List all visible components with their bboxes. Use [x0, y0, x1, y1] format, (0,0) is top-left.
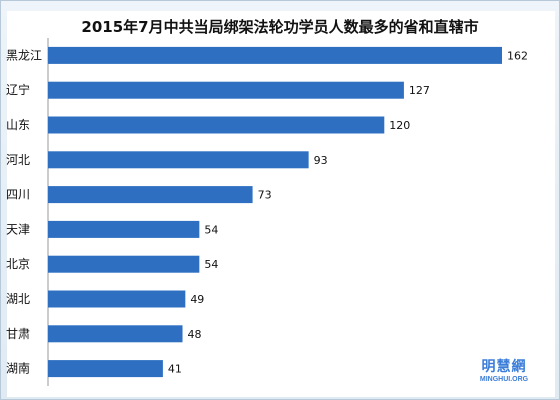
- category-label: 湖北: [6, 291, 30, 306]
- chart-title: 2015年7月中共当局绑架法轮功学员人数最多的省和直辖市: [81, 18, 479, 36]
- value-label: 162: [507, 49, 528, 62]
- category-label: 河北: [6, 153, 30, 167]
- category-label: 山东: [6, 118, 30, 132]
- logo-text-cn: 明慧網: [481, 359, 527, 375]
- value-label: 73: [258, 189, 272, 202]
- category-label: 天津: [6, 222, 30, 236]
- value-label: 93: [314, 154, 328, 167]
- category-label: 四川: [6, 188, 30, 202]
- bar-4: [48, 186, 253, 204]
- bar-8: [48, 325, 183, 343]
- bar-5: [48, 220, 200, 238]
- logo-text-en: MINGHUI.ORG: [479, 376, 529, 383]
- bar-9: [48, 360, 163, 378]
- minghui-logo: 明慧網 MINGHUI.ORG: [464, 356, 544, 383]
- bar-0: [48, 46, 502, 64]
- value-label: 48: [188, 328, 202, 341]
- bar-2: [48, 116, 385, 134]
- bar-6: [48, 255, 200, 273]
- category-label: 北京: [6, 257, 30, 271]
- category-label: 甘肃: [6, 327, 30, 341]
- value-label: 54: [204, 258, 218, 271]
- value-label: 120: [389, 119, 410, 132]
- value-label: 41: [168, 363, 182, 376]
- bar-7: [48, 290, 186, 308]
- category-label: 黑龙江: [6, 48, 42, 62]
- bar-1: [48, 81, 404, 99]
- bar-3: [48, 151, 309, 169]
- value-label: 127: [409, 84, 430, 97]
- category-label: 辽宁: [6, 82, 30, 97]
- value-label: 49: [190, 293, 204, 306]
- value-label: 54: [204, 223, 218, 236]
- category-label: 湖南: [6, 361, 30, 376]
